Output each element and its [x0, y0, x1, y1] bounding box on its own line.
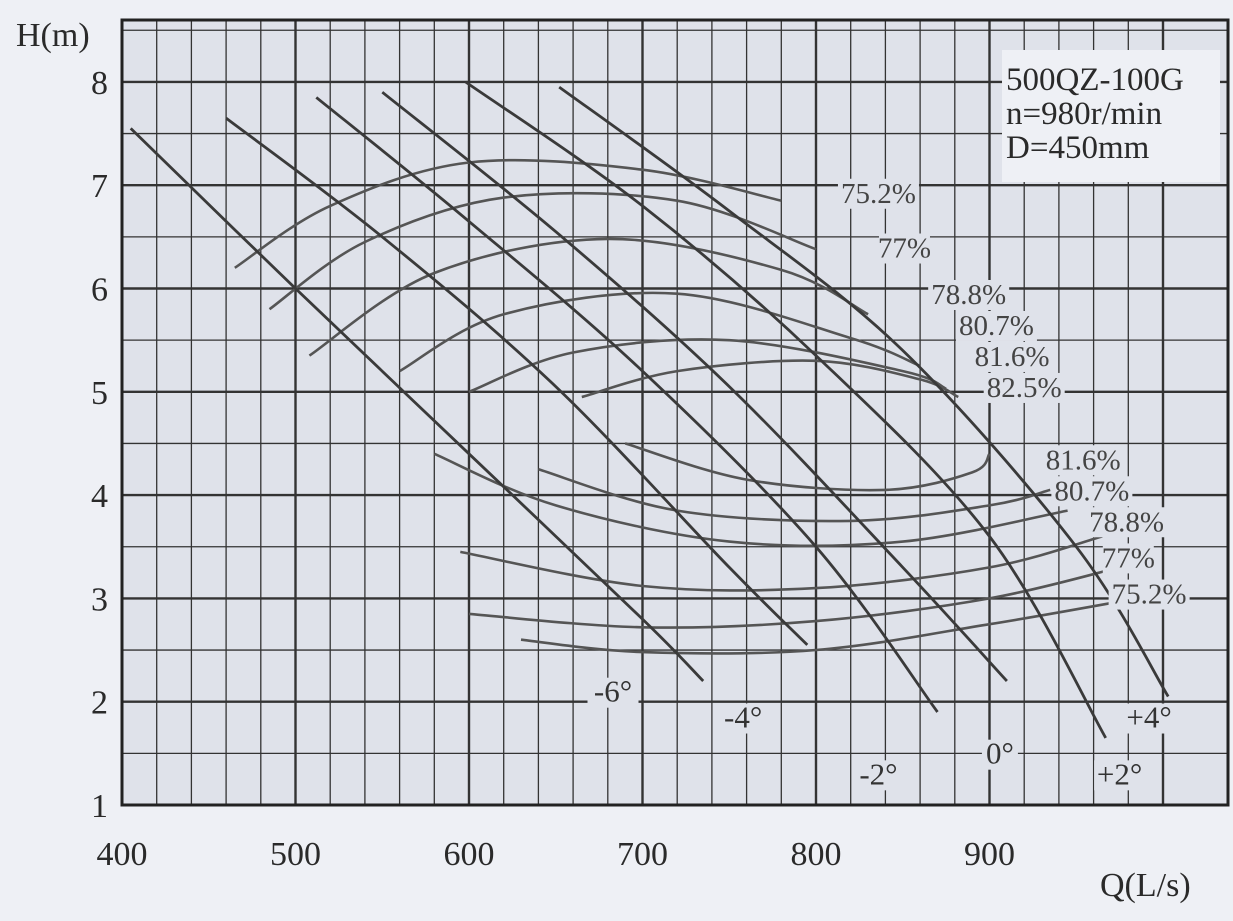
efficiency-contour-upper [308, 237, 869, 357]
efficiency-label: 78.8% [931, 279, 1006, 311]
efficiency-label: 77% [1102, 542, 1155, 574]
pump-speed: n=980r/min [1006, 96, 1162, 132]
blade-angle-label: -4° [724, 700, 762, 735]
y-tick-label: 4 [91, 478, 108, 515]
blade-angle-label: +2° [1097, 756, 1142, 791]
impeller-diameter: D=450mm [1006, 130, 1150, 166]
y-axis-title: H(m) [16, 17, 90, 54]
plot-border [120, 18, 1230, 807]
blade-angle-label: +4° [1126, 700, 1171, 735]
efficiency-label-bg [928, 279, 1010, 310]
efficiency-label: 75.2% [841, 178, 916, 210]
blade-angle-label-bg [852, 760, 904, 791]
efficiency-label: 80.7% [1054, 475, 1129, 507]
efficiency-label-bg [1108, 579, 1190, 610]
efficiency-label: 82.5% [987, 372, 1062, 404]
x-tick-label: 400 [97, 836, 148, 873]
blade-angle-curve [464, 80, 1107, 739]
y-tick-label: 6 [91, 272, 108, 309]
blade-angle-label-bg [587, 677, 639, 708]
blade-angle-curve [558, 85, 1170, 698]
blade-angle-label-bg [717, 703, 769, 734]
efficiency-contour-upper [468, 338, 947, 394]
efficiency-label-bg [971, 341, 1053, 372]
efficiency-label: 81.6% [975, 341, 1050, 373]
efficiency-contour-upper [398, 291, 921, 373]
blade-angle-curve [315, 96, 939, 713]
x-tick-label: 900 [964, 836, 1015, 873]
efficiency-contour-lower [538, 468, 1051, 523]
blade-angle-curve [129, 127, 705, 682]
pump-model: 500QZ-100G [1006, 62, 1184, 98]
pump-info-box: 500QZ-100G n=980r/min D=450mm [1002, 50, 1220, 182]
y-tick-label: 7 [91, 168, 108, 205]
efficiency-label: 75.2% [1112, 579, 1187, 611]
efficiency-contour-upper [581, 359, 959, 399]
efficiency-label: 81.6% [1046, 444, 1121, 476]
efficiency-label: 78.8% [1089, 506, 1164, 538]
y-tick-label: 3 [91, 581, 108, 618]
efficiency-contour-upper [268, 191, 817, 311]
x-tick-label: 800 [791, 836, 842, 873]
efficiency-label-bg [1042, 445, 1124, 476]
efficiency-label-bg [837, 178, 919, 209]
blade-angle-label-bg [1094, 760, 1146, 791]
blade-angle-label-bg [981, 739, 1018, 770]
efficiency-label-bg [1102, 543, 1154, 574]
efficiency-label-bg [878, 233, 930, 264]
y-tick-label: 8 [91, 65, 108, 102]
efficiency-contour-lower [433, 452, 1068, 548]
efficiency-label-bg [1051, 476, 1133, 507]
efficiency-label: 80.7% [959, 310, 1034, 342]
curves [129, 80, 1170, 739]
efficiency-contour-lower [624, 442, 991, 492]
blade-angle-label: -2° [859, 756, 897, 791]
y-tick-label: 2 [91, 685, 108, 722]
efficiency-label-bg [955, 310, 1037, 341]
x-tick-label: 700 [617, 836, 668, 873]
efficiency-contour-lower [460, 535, 1103, 592]
blade-angle-label-bg [1123, 703, 1175, 734]
x-tick-label: 600 [444, 836, 495, 873]
labels: 400 500 600 700 800 9001234567875.2%77%78.8%8… [91, 65, 1190, 873]
blade-angle-label: 0° [986, 736, 1014, 771]
blade-angle-curve [381, 91, 1008, 682]
efficiency-label-bg [1086, 507, 1168, 538]
efficiency-label-bg [983, 372, 1065, 403]
blade-angle-curve [225, 116, 809, 646]
y-tick-label: 5 [91, 375, 108, 412]
efficiency-contour-lower [468, 566, 1120, 629]
efficiency-label: 77% [878, 233, 931, 265]
x-axis-title: Q(L/s) [1100, 867, 1191, 904]
blade-angle-label: -6° [594, 674, 632, 709]
x-tick-label: 500 [270, 836, 321, 873]
y-tick-label: 1 [91, 788, 108, 825]
